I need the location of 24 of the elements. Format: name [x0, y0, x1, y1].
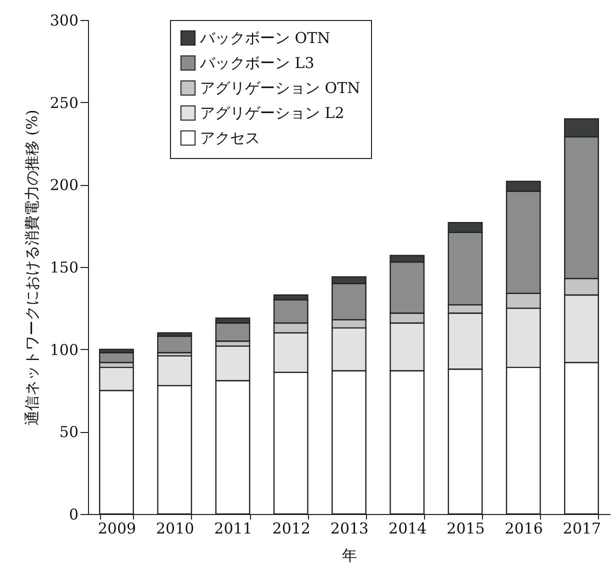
legend-label: アグリゲーション OTN	[200, 79, 360, 97]
x-tick-label: 2009	[98, 520, 136, 538]
bar	[157, 336, 192, 354]
y-tick-label: 250	[50, 94, 78, 112]
x-tick-label: 2011	[214, 520, 252, 538]
legend-label: バックボーン L3	[199, 54, 314, 72]
y-tick-label: 150	[50, 258, 78, 276]
y-tick-label: 50	[59, 423, 78, 442]
x-tick-label: 2017	[562, 520, 602, 538]
y-tick-label: 100	[50, 340, 78, 359]
y-tick-label: 300	[50, 12, 78, 30]
x-tick-label: 2012	[272, 520, 310, 538]
y-tick-label: 200	[50, 176, 78, 194]
x-tick-label: 2013	[330, 520, 369, 538]
y-axis-title: 通信ネットワークにおける消費電力の推移 (%)	[22, 110, 41, 426]
x-tick-label: 2014	[388, 520, 427, 538]
legend-label: アクセス	[200, 129, 260, 147]
legend-label: バックボーン OTN	[199, 29, 330, 47]
y-tick-label: 0	[68, 506, 78, 524]
x-tick-label: 2015	[446, 520, 485, 538]
legend-label: アグリゲーション L2	[200, 104, 344, 122]
x-tick-label: 2016	[504, 520, 543, 538]
x-tick-label: 2010	[156, 520, 194, 538]
x-axis-title: 年	[342, 546, 357, 564]
